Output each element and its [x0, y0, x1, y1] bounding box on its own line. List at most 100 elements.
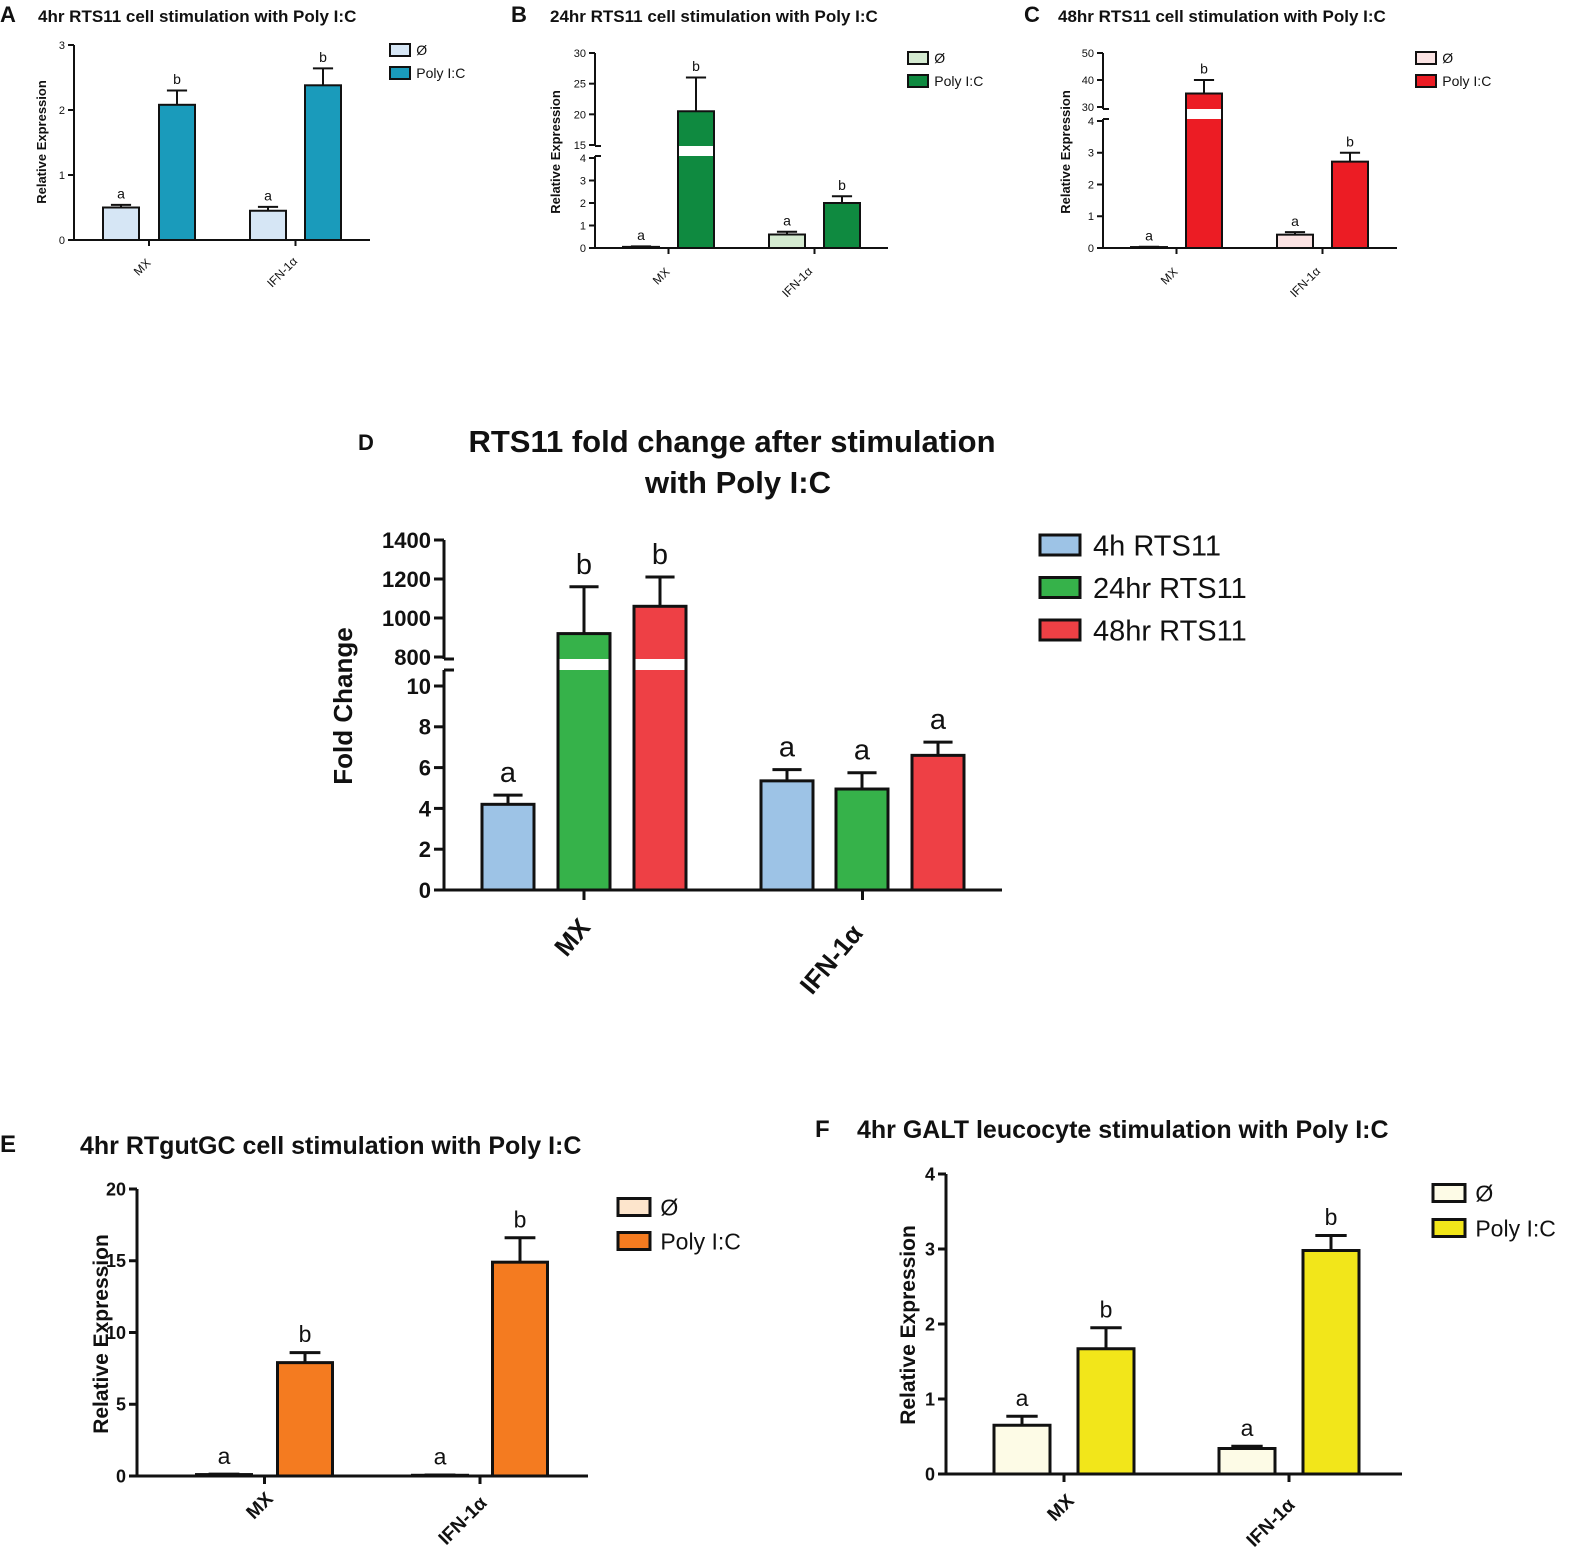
- bar: [491, 1260, 549, 1478]
- panel-letter: C: [1024, 2, 1040, 27]
- significance-letter: a: [434, 1444, 447, 1470]
- legend-label: Ø: [934, 50, 945, 66]
- y-tick-label: 4: [580, 153, 586, 165]
- y-axis-label: Relative Expression: [90, 1234, 113, 1434]
- x-category-label: IFN-1α: [1243, 1495, 1300, 1552]
- significance-letter: b: [692, 58, 700, 74]
- significance-letter: a: [1145, 227, 1153, 243]
- legend-label: 4h RTS11: [1093, 530, 1221, 562]
- significance-letter: b: [1346, 133, 1354, 149]
- significance-letter: a: [218, 1443, 231, 1469]
- x-category-label: IFN-1α: [779, 264, 815, 300]
- significance-letter: a: [783, 213, 791, 229]
- y-axis-label: Relative Expression: [1058, 90, 1073, 214]
- panel-letter: E: [0, 1131, 16, 1158]
- y-tick-label: 2: [59, 105, 65, 117]
- legend-label: Ø: [416, 42, 427, 58]
- bar: [910, 753, 966, 892]
- y-tick-label: 50: [1082, 48, 1094, 60]
- y-tick-label: 30: [1082, 102, 1094, 114]
- panel-letter: D: [358, 430, 374, 455]
- significance-letter: b: [1100, 1296, 1113, 1322]
- bar: [677, 110, 715, 250]
- legend-swatch: [1431, 1183, 1467, 1203]
- y-tick-label: 15: [574, 140, 586, 152]
- y-tick-label: 3: [59, 40, 65, 52]
- x-category-label: MX: [650, 265, 673, 288]
- y-tick-label: 3: [580, 175, 586, 187]
- bar: [556, 632, 612, 892]
- legend-label: Poly I:C: [416, 65, 465, 81]
- legend-swatch: [616, 1197, 652, 1217]
- y-tick-label: 30: [574, 48, 586, 60]
- y-tick-label: 1: [59, 170, 65, 182]
- y-tick-label: 8: [419, 715, 431, 740]
- chart-title: 4hr RTS11 cell stimulation with Poly I:C: [38, 7, 356, 26]
- significance-letter: b: [838, 177, 846, 193]
- y-tick-label: 1: [1088, 211, 1094, 223]
- y-tick-label: 1000: [382, 606, 431, 631]
- x-category-label: MX: [243, 1488, 278, 1523]
- significance-letter: a: [930, 704, 947, 736]
- y-axis: [442, 540, 454, 890]
- significance-letter: a: [264, 188, 272, 204]
- panel-letter: A: [0, 2, 16, 27]
- y-axis: [1102, 53, 1109, 248]
- x-category-label: MX: [548, 912, 596, 962]
- bar: [1276, 233, 1314, 249]
- x-category-label: IFN-1α: [794, 919, 869, 1000]
- y-tick-label: 1400: [382, 528, 431, 553]
- bar: [632, 604, 688, 892]
- bar: [768, 233, 806, 249]
- bar: [1331, 160, 1369, 249]
- y-tick-label: 15: [106, 1251, 126, 1271]
- y-tick-label: 800: [394, 645, 431, 670]
- y-tick-label: 1200: [382, 567, 431, 592]
- legend-swatch: [1038, 618, 1082, 642]
- legend-swatch: [616, 1231, 652, 1251]
- legend-label: Poly I:C: [1475, 1215, 1556, 1241]
- legend-label: Poly I:C: [1442, 73, 1491, 89]
- bar: [759, 779, 815, 892]
- y-tick-label: 4: [925, 1164, 935, 1184]
- y-tick-label: 20: [574, 109, 586, 121]
- bar-break: [559, 659, 609, 670]
- significance-letter: b: [652, 539, 668, 571]
- y-tick-label: 3: [925, 1239, 935, 1259]
- bar-break: [1187, 109, 1221, 119]
- x-category-label: IFN-1α: [435, 1493, 492, 1550]
- bar: [276, 1361, 334, 1478]
- legend-label: Ø: [1475, 1180, 1493, 1206]
- y-axis-label: Fold Change: [328, 627, 358, 784]
- y-tick-label: 5: [116, 1395, 126, 1415]
- y-axis-label: Relative Expression: [548, 90, 563, 214]
- panel-f: F 4hr GALT leucocyte stimulation with Pol…: [815, 1116, 1556, 1551]
- significance-letter: b: [576, 549, 592, 581]
- x-category-label: MX: [1158, 265, 1181, 288]
- y-tick-label: 0: [580, 243, 586, 255]
- legend-label: Poly I:C: [660, 1228, 741, 1254]
- y-tick-label: 2: [419, 837, 431, 862]
- significance-letter: b: [173, 71, 181, 87]
- panel-letter: B: [511, 2, 527, 27]
- significance-letter: a: [779, 732, 796, 764]
- significance-letter: a: [1016, 1385, 1029, 1411]
- panel-b: B 24hr RTS11 cell stimulation with Poly I…: [511, 2, 983, 300]
- legend-label: 48hr RTS11: [1093, 615, 1247, 647]
- bar: [834, 787, 890, 892]
- y-tick-label: 40: [1082, 75, 1094, 87]
- chart-title: 48hr RTS11 cell stimulation with Poly I:…: [1058, 7, 1386, 26]
- x-category-label: MX: [131, 256, 154, 279]
- bar: [249, 209, 287, 241]
- significance-letter: b: [514, 1206, 527, 1232]
- significance-letter: b: [299, 1321, 312, 1347]
- chart-title: with Poly I:C: [644, 465, 831, 500]
- y-axis: [594, 53, 601, 248]
- y-tick-label: 4: [419, 796, 432, 821]
- y-tick-label: 1: [925, 1389, 935, 1409]
- significance-letter: a: [1241, 1415, 1254, 1441]
- y-tick-label: 0: [925, 1464, 935, 1484]
- significance-letter: a: [854, 735, 871, 767]
- bar: [158, 103, 196, 241]
- y-tick-label: 2: [580, 198, 586, 210]
